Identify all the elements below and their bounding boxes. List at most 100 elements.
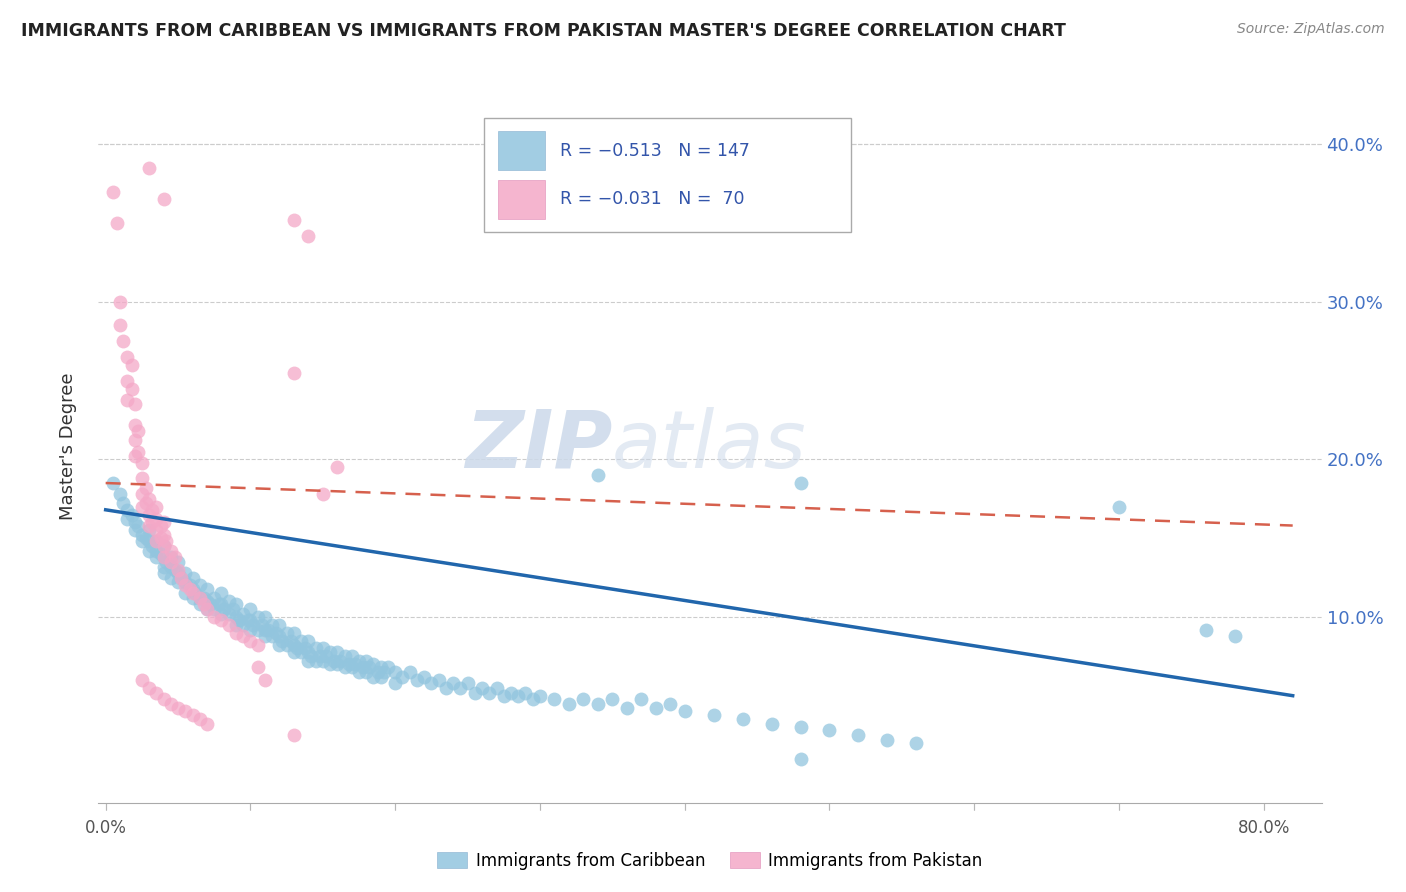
Point xyxy=(297,644,319,658)
Point xyxy=(731,712,754,726)
Point xyxy=(145,512,167,526)
Point xyxy=(145,543,167,558)
Point xyxy=(354,654,377,668)
Point xyxy=(214,602,236,616)
Point xyxy=(149,547,172,561)
Point xyxy=(225,610,247,624)
Point xyxy=(167,566,190,580)
Point xyxy=(789,720,811,734)
Point xyxy=(239,613,262,627)
Point xyxy=(138,681,160,695)
Text: R = −0.513   N = 147: R = −0.513 N = 147 xyxy=(560,142,749,160)
Point xyxy=(406,673,429,687)
Point xyxy=(337,657,360,672)
Point xyxy=(195,582,218,596)
Point xyxy=(159,550,181,565)
Point xyxy=(326,460,349,475)
Point xyxy=(673,705,696,719)
Point xyxy=(283,644,305,658)
Point xyxy=(131,673,153,687)
Point xyxy=(280,633,302,648)
Text: IMMIGRANTS FROM CARIBBEAN VS IMMIGRANTS FROM PAKISTAN MASTER'S DEGREE CORRELATIO: IMMIGRANTS FROM CARIBBEAN VS IMMIGRANTS … xyxy=(21,22,1066,40)
Point xyxy=(630,691,652,706)
Point xyxy=(352,660,374,674)
Point xyxy=(165,550,187,565)
Point xyxy=(253,673,276,687)
Point xyxy=(319,644,342,658)
Text: 80.0%: 80.0% xyxy=(1237,819,1289,837)
Point xyxy=(188,591,211,605)
Point xyxy=(391,670,413,684)
Point xyxy=(283,728,305,742)
Point xyxy=(188,578,211,592)
Point xyxy=(315,649,337,664)
Point xyxy=(131,471,153,485)
Point xyxy=(347,654,370,668)
Text: Source: ZipAtlas.com: Source: ZipAtlas.com xyxy=(1237,22,1385,37)
Point xyxy=(340,649,363,664)
Point xyxy=(225,597,247,611)
Point xyxy=(246,610,269,624)
Point xyxy=(218,594,240,608)
Point xyxy=(218,617,240,632)
Point xyxy=(333,660,356,674)
Point xyxy=(152,559,174,574)
Point xyxy=(232,607,254,621)
Point xyxy=(131,500,153,514)
Point xyxy=(543,691,565,706)
Point xyxy=(198,597,221,611)
Point xyxy=(471,681,494,695)
Point xyxy=(124,449,146,463)
Point xyxy=(174,586,197,600)
Point xyxy=(285,641,308,656)
Point xyxy=(179,582,201,596)
Point xyxy=(138,518,160,533)
Point xyxy=(271,633,294,648)
Point xyxy=(304,641,326,656)
Point xyxy=(1108,500,1130,514)
Point xyxy=(170,570,193,584)
Point xyxy=(572,691,595,706)
Point xyxy=(347,665,370,679)
Point xyxy=(138,534,160,549)
Point xyxy=(117,374,139,388)
Point xyxy=(789,476,811,491)
Point xyxy=(246,660,269,674)
Point xyxy=(253,623,276,637)
Point xyxy=(152,539,174,553)
Point xyxy=(326,657,349,672)
Point xyxy=(149,518,172,533)
Point xyxy=(586,468,609,483)
Point xyxy=(152,516,174,530)
Point xyxy=(127,424,149,438)
Point xyxy=(138,161,160,175)
Point xyxy=(703,707,725,722)
Point xyxy=(202,602,225,616)
Point xyxy=(159,559,181,574)
Text: R = −0.031   N =  70: R = −0.031 N = 70 xyxy=(560,190,744,208)
Point xyxy=(644,701,666,715)
Point xyxy=(420,676,443,690)
Point xyxy=(239,623,262,637)
Point xyxy=(522,691,544,706)
Point xyxy=(141,539,163,553)
Point xyxy=(225,625,247,640)
Y-axis label: Master's Degree: Master's Degree xyxy=(59,372,77,520)
Point xyxy=(152,566,174,580)
Point xyxy=(218,607,240,621)
Point xyxy=(105,216,128,230)
Text: 0.0%: 0.0% xyxy=(84,819,127,837)
Point xyxy=(319,657,342,672)
Point xyxy=(145,685,167,699)
Point xyxy=(398,665,420,679)
Point xyxy=(266,625,288,640)
Point xyxy=(508,689,530,703)
Point xyxy=(876,732,898,747)
Point xyxy=(195,602,218,616)
Point xyxy=(297,633,319,648)
Point xyxy=(121,508,143,522)
Point xyxy=(174,578,197,592)
Point xyxy=(269,617,291,632)
Point xyxy=(112,496,135,510)
Point xyxy=(515,685,537,699)
